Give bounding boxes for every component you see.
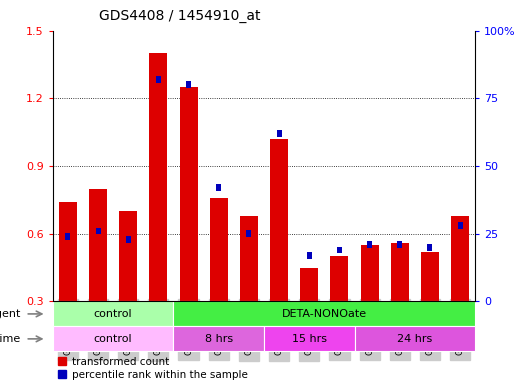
Bar	[331, 257, 348, 301]
Bar	[180, 87, 197, 301]
Bar	[53, 326, 174, 351]
Bar	[89, 189, 107, 301]
Bar	[149, 53, 167, 301]
Bar	[367, 241, 372, 248]
Bar	[119, 211, 137, 301]
Bar	[59, 202, 77, 301]
Bar	[240, 216, 258, 301]
Bar	[300, 268, 318, 301]
Bar	[126, 236, 131, 243]
Bar	[174, 301, 475, 326]
Bar	[391, 243, 409, 301]
Bar	[397, 241, 402, 248]
Bar	[216, 184, 221, 191]
Text: GDS4408 / 1454910_at: GDS4408 / 1454910_at	[99, 9, 260, 23]
Bar	[210, 198, 228, 301]
Bar	[65, 233, 70, 240]
Bar	[337, 247, 342, 253]
Legend: transformed count, percentile rank within the sample: transformed count, percentile rank withi…	[58, 357, 248, 380]
Bar	[421, 252, 439, 301]
Bar	[458, 222, 463, 229]
Bar	[427, 244, 432, 251]
Bar	[354, 326, 475, 351]
Text: control: control	[94, 334, 133, 344]
Bar	[186, 81, 191, 88]
Text: time: time	[0, 334, 21, 344]
Text: DETA-NONOate: DETA-NONOate	[282, 309, 367, 319]
Text: agent: agent	[0, 309, 21, 319]
Bar	[156, 76, 161, 83]
Bar	[307, 252, 312, 259]
Bar	[96, 228, 101, 235]
Bar	[174, 326, 264, 351]
Bar	[270, 139, 288, 301]
Bar	[53, 301, 174, 326]
Text: 24 hrs: 24 hrs	[397, 334, 432, 344]
Bar	[264, 326, 354, 351]
Text: control: control	[94, 309, 133, 319]
Text: 15 hrs: 15 hrs	[292, 334, 327, 344]
Bar	[247, 230, 251, 237]
Text: 8 hrs: 8 hrs	[205, 334, 233, 344]
Bar	[277, 130, 281, 137]
Bar	[361, 245, 379, 301]
Bar	[451, 216, 469, 301]
